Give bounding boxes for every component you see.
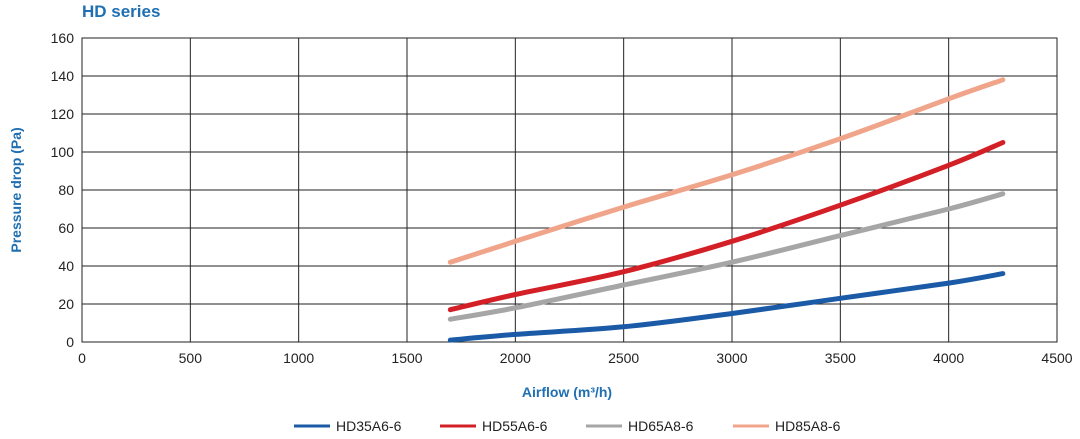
x-tick-label: 2500 [608,350,639,366]
y-tick-label: 100 [51,144,75,160]
legend-label: HD55A6-6 [482,418,548,434]
y-tick-label: 80 [58,182,74,198]
chart-title: HD series [82,2,160,21]
y-axis-label: Pressure drop (Pa) [8,127,24,252]
x-tick-label: 500 [179,350,203,366]
y-tick-label: 140 [51,68,75,84]
x-tick-label: 3500 [825,350,856,366]
y-tick-label: 160 [51,30,75,46]
legend-label: HD85A8-6 [775,418,841,434]
x-tick-label: 0 [78,350,86,366]
x-axis-label: Airflow (m³/h) [522,384,612,400]
y-tick-label: 60 [58,220,74,236]
y-tick-label: 0 [66,334,74,350]
series-line-hd85a8-6 [447,77,1006,265]
legend-label: HD35A6-6 [336,418,402,434]
x-tick-label: 1500 [391,350,422,366]
x-axis-ticks: 0 500 1000 1500 2000 2500 3000 3500 4000 4500 [78,350,1073,366]
y-tick-label: 40 [58,258,74,274]
y-tick-label: 20 [58,296,74,312]
series-line-hd55a6-6 [447,140,1006,313]
legend-label: HD65A8-6 [628,418,694,434]
y-axis-ticks: 0 20 40 60 80 100 120 140 160 [51,30,75,350]
x-tick-label: 2000 [500,350,531,366]
x-tick-label: 4500 [1041,350,1072,366]
x-tick-label: 4000 [933,350,964,366]
series-lines [447,77,1006,343]
plot-frame [81,37,1058,343]
y-tick-label: 120 [51,106,75,122]
series-line-hd35a6-6 [447,271,1006,343]
x-tick-label: 3000 [716,350,747,366]
x-tick-label: 1000 [283,350,314,366]
legend: HD35A6-6 HD55A6-6 HD65A8-6 HD85A8-6 [294,418,841,434]
series-line-hd65a8-6 [447,191,1006,322]
